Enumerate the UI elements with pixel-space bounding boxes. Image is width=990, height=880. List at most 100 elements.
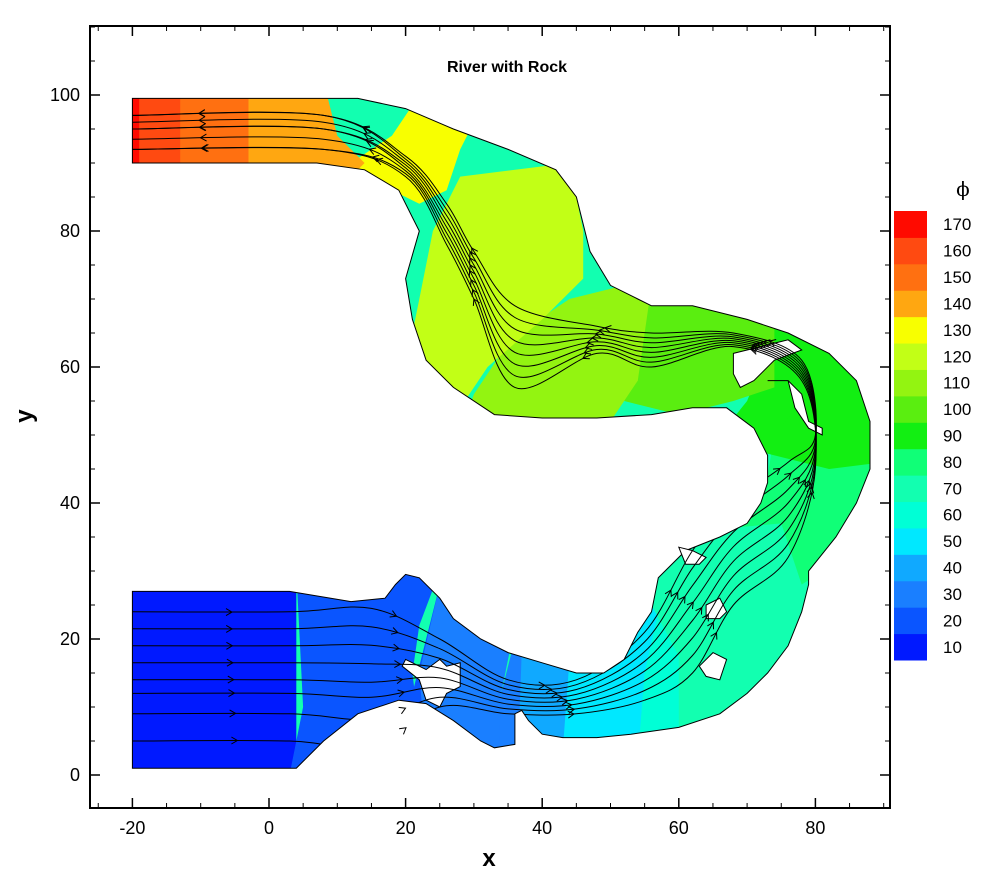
colorbar-label: 40 [943,559,962,578]
colorbar-label: 140 [943,294,971,313]
streamline-arrow [225,608,233,617]
colorbar-swatch [894,263,927,291]
colorbar-label: 110 [943,374,970,393]
y-tick-label: 80 [60,221,80,241]
streamline [132,111,817,691]
y-tick-label: 40 [60,493,80,513]
streamline-arrow [792,476,801,485]
x-tick-label: 60 [669,818,689,838]
colorbar-label: 10 [943,638,962,657]
colorbar-label: 20 [943,611,962,630]
streamline-arrow [375,157,384,166]
streamline-arrow [390,627,399,635]
streamline-arrow [555,693,564,702]
streamline-arrow [199,133,207,142]
streamline-arrow [469,264,477,272]
streamline-arrow [395,676,404,685]
streamline-arrow [470,278,478,287]
streamline-arrow [686,601,694,610]
streamline-arrow [560,697,569,706]
streamline-arrow [545,685,553,694]
streamline-arrow [228,689,236,698]
x-axis-title: x [482,845,496,872]
streamline-arrow [710,631,718,640]
colorbar-label: 80 [943,453,962,472]
streamline-arrow [750,343,759,352]
streamline-arrow [397,689,406,698]
streamline-arrow [678,595,686,604]
streamline-arrow [567,706,576,714]
y-axis: 0 20 40 60 80 100 [50,26,890,785]
colorbar-swatch [894,501,927,529]
y-tick-label: 0 [70,765,80,785]
streamline-arrow [773,467,781,475]
streamline-arrow [226,641,234,650]
chart-title: River with Rock [447,59,567,76]
colorbar-swatch [894,527,927,555]
colorbar-swatch [894,290,927,318]
streamline-arrow [231,736,239,745]
colorbar-swatch [894,607,927,635]
contour-band [460,285,652,435]
streamline-arrow [361,125,370,133]
y-tick-label: 60 [60,357,80,377]
streamline-arrow [368,147,377,155]
x-tick-label: 20 [396,818,416,838]
streamline-arrow [784,472,792,480]
streamline-arrow [799,479,806,487]
colorbar-label: 30 [943,585,962,604]
river-outline [131,97,871,769]
streamline-arrow [594,330,602,339]
x-tick-label: 80 [805,818,825,838]
streamline-arrow [707,621,715,630]
colorbar-label: 130 [943,321,971,340]
x-tick-label: -20 [119,818,145,838]
x-tick-label: 40 [532,818,552,838]
streamline-arrow [198,116,206,125]
streamline-arrow [702,613,709,622]
streamline-arrow [226,658,234,667]
colorbar-swatch [894,580,927,608]
colorbar-swatch [894,475,927,503]
streamline-arrow [200,144,208,153]
streamline-arrow [750,347,758,355]
colorbar-swatch [894,211,927,238]
colorbar: 10 20 30 40 50 60 70 80 90 100 110 120 130 140 150 160 1… [894,211,971,661]
streamline-arrow [603,325,612,333]
streamline-arrow [583,347,592,355]
streamline-arrow [768,339,777,347]
streamline-arrow [389,610,398,618]
streamline-arrow [225,624,234,633]
streamline-arrow [582,352,590,360]
contour-band [132,571,297,769]
streamline-arrow [197,109,206,118]
colorbar-swatch [894,316,927,344]
x-tick-label: 0 [264,818,274,838]
colorbar-swatch [894,448,927,476]
streamline-arrow [597,327,606,336]
streamline [132,111,817,686]
streamline-arrow [469,250,477,259]
contour-band [624,299,775,415]
streamline-arrow [664,589,672,598]
colorbar-label: 150 [943,268,971,287]
streamline-arrow [695,606,703,615]
rock-obstacle [677,546,707,565]
y-axis-title: y [11,409,38,423]
streamline-arrow [591,333,599,342]
streamline-arrow [229,709,237,718]
streamline-arrow [538,681,546,690]
colorbar-swatch [894,422,927,450]
streamline [132,118,817,695]
colorbar-label: 100 [943,400,971,419]
streamline-arrow [364,138,373,146]
colorbar-swatch [894,343,927,370]
y-tick-label: 20 [60,629,80,649]
streamline-arrow [671,591,679,600]
x-axis: -20 0 20 40 60 80 [97,26,885,838]
streamline-arrow [198,123,206,132]
colorbar-swatch [894,633,927,661]
streamline-arrow [392,643,400,652]
colorbar-label: 70 [943,479,962,498]
